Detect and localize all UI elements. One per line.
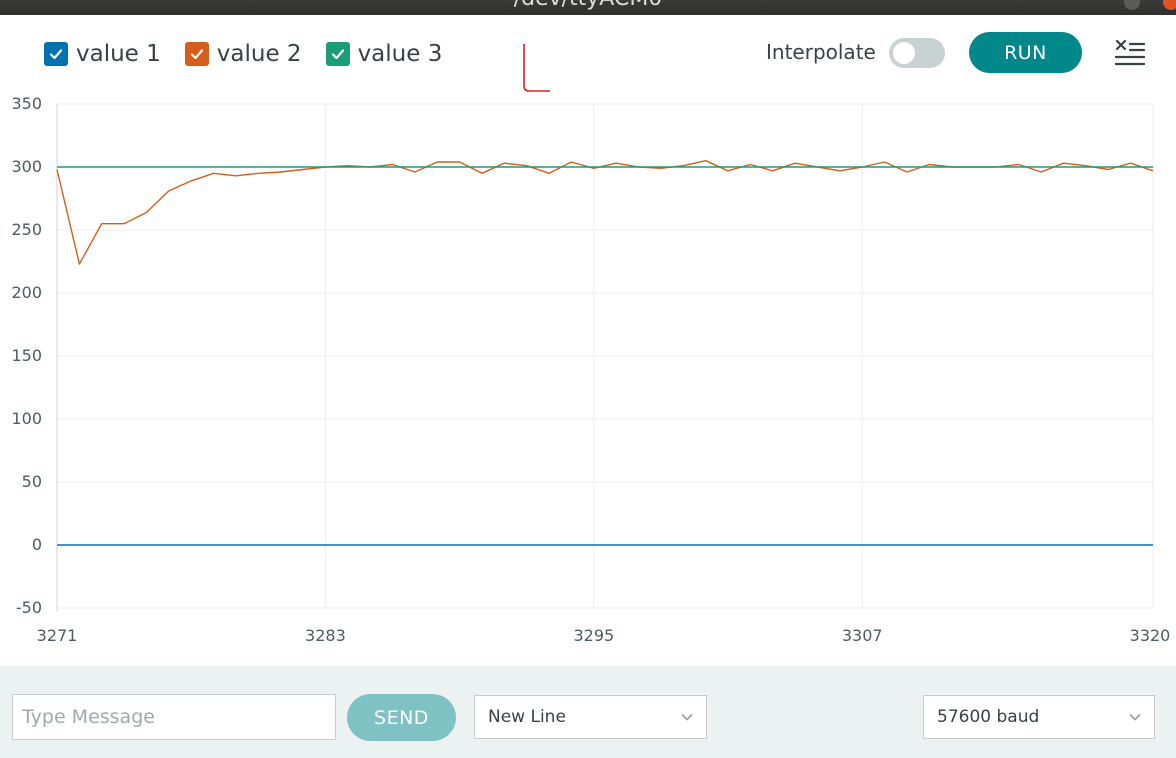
line-ending-value: New Line — [488, 707, 566, 727]
y-tick-label: -50 — [15, 598, 42, 617]
y-tick-label: 200 — [11, 283, 42, 302]
window-close-button[interactable] — [1163, 0, 1176, 10]
y-tick-label: 250 — [11, 220, 42, 239]
baud-rate-value: 57600 baud — [937, 707, 1040, 727]
series-line-2 — [56, 159, 1154, 265]
y-tick-label: 150 — [11, 346, 42, 365]
window-minimize-button[interactable] — [1124, 0, 1140, 10]
y-tick-label: 50 — [21, 472, 42, 491]
y-tick-label: 100 — [11, 409, 42, 428]
legend-label-value-3: value 3 — [357, 41, 443, 67]
legend-label-value-1: value 1 — [76, 41, 161, 67]
x-tick-label: 3295 — [573, 626, 615, 645]
window-title-bar: /dev/ttyACM0 — [0, 0, 1176, 15]
line-ending-select[interactable]: New Line — [474, 695, 707, 739]
toggle-knob — [893, 42, 915, 64]
send-button[interactable]: SEND — [347, 694, 456, 741]
x-tick-label: 3307 — [841, 626, 883, 645]
interpolate-toggle[interactable] — [889, 38, 945, 68]
legend-item-value-3[interactable]: value 3 — [325, 41, 443, 67]
window-title: /dev/ttyACM0 — [0, 0, 1176, 11]
series-legend: value 1 value 2 value 3 — [44, 38, 466, 70]
y-tick-label: 350 — [11, 94, 42, 113]
clear-list-icon[interactable] — [1112, 36, 1148, 70]
plot-canvas — [56, 103, 1154, 612]
x-tick-label: 3283 — [305, 626, 346, 645]
chevron-down-icon — [1129, 713, 1141, 721]
checkbox-value-2[interactable] — [184, 42, 209, 66]
legend-item-value-1[interactable]: value 1 — [44, 41, 161, 67]
checkbox-value-1[interactable] — [44, 42, 68, 66]
y-tick-label: 300 — [11, 157, 42, 176]
red-annotation-mark — [523, 44, 550, 92]
chevron-down-icon — [681, 713, 693, 721]
legend-item-value-2[interactable]: value 2 — [184, 41, 302, 67]
interpolate-label: Interpolate — [766, 40, 876, 64]
message-input[interactable] — [12, 694, 336, 740]
baud-rate-select[interactable]: 57600 baud — [923, 695, 1155, 739]
checkmark-icon — [331, 49, 344, 60]
legend-label-value-2: value 2 — [216, 41, 302, 67]
x-tick-label: 3271 — [36, 626, 78, 645]
checkmark-icon — [49, 49, 63, 60]
x-tick-label: 3320 — [1129, 626, 1171, 645]
checkbox-value-3[interactable] — [325, 42, 350, 66]
checkmark-icon — [190, 49, 203, 60]
y-tick-label: 0 — [31, 535, 42, 554]
run-button[interactable]: RUN — [969, 32, 1082, 73]
